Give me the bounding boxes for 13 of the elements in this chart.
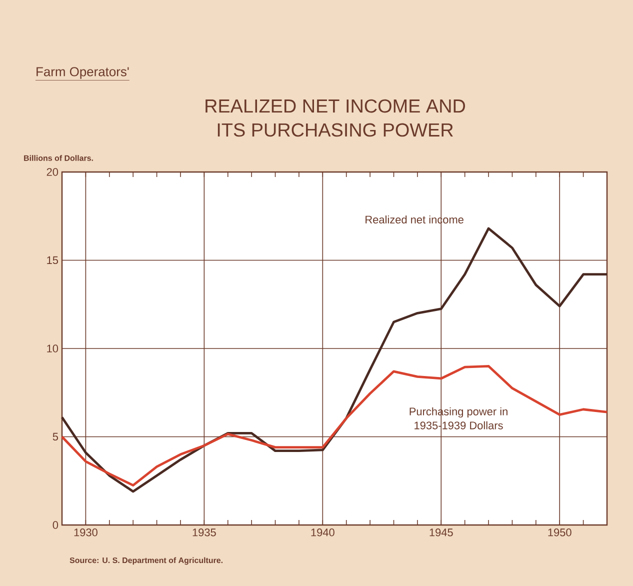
x-tick-label: 1945	[430, 528, 453, 536]
y-tick-label: 5	[52, 432, 58, 441]
y-tick-label: 20	[46, 168, 58, 176]
y-tick-label: 0	[52, 521, 58, 529]
y-tick-label: 15	[47, 256, 58, 264]
x-tick-label: 1935	[192, 528, 216, 536]
x-tick-label: 1950	[548, 528, 572, 536]
line-series	[60, 227, 608, 493]
y-tick-label: 10	[47, 344, 58, 352]
x-tick-label: 1930	[74, 528, 98, 536]
x-tick-label: 1940	[311, 528, 334, 536]
chart-title: REALIZED NET INCOME AND ITS PURCHASING POWER	[206, 99, 466, 137]
chart-subtitle: Farm Operators'	[36, 67, 129, 79]
